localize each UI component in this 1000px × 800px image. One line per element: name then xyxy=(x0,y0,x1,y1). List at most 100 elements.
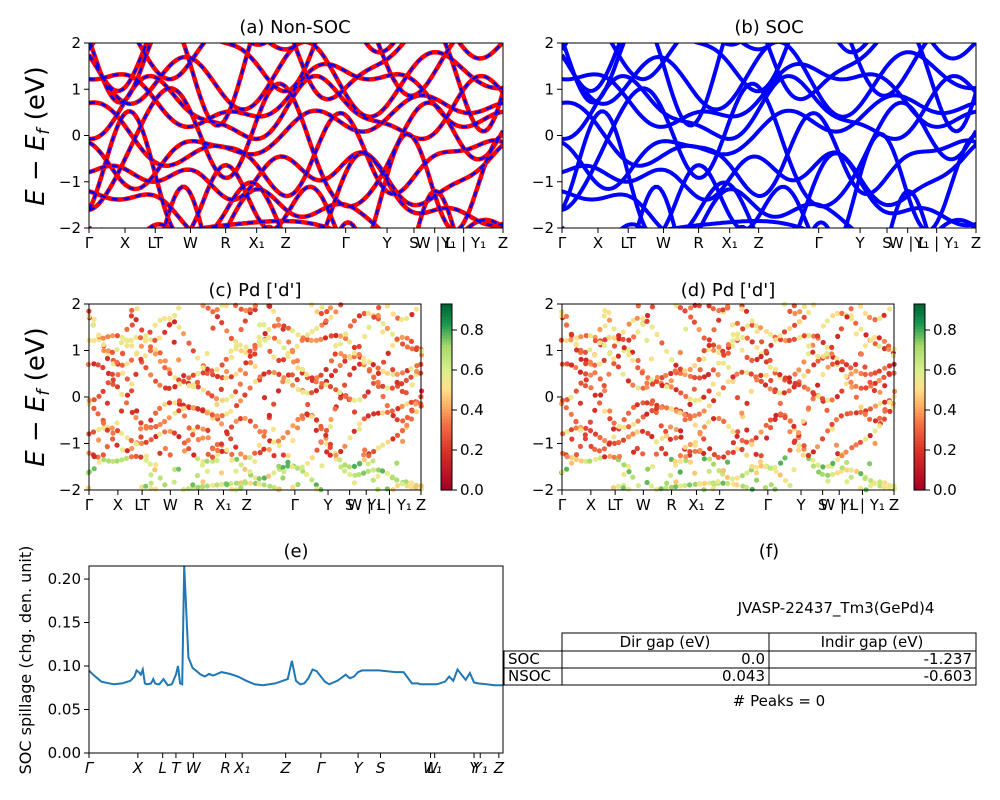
projection-point xyxy=(162,329,168,335)
projection-point xyxy=(881,312,887,318)
xtick-label: Y₁ xyxy=(473,759,488,777)
projection-point xyxy=(337,341,343,347)
projection-point xyxy=(171,339,177,345)
projection-point xyxy=(209,368,215,374)
projection-point xyxy=(200,387,206,393)
projection-point xyxy=(365,413,371,419)
projection-point xyxy=(172,375,178,381)
projection-point xyxy=(582,436,589,442)
projection-point xyxy=(810,390,816,396)
projection-point xyxy=(242,454,248,460)
projection-point xyxy=(204,483,210,489)
projection-point xyxy=(573,419,579,425)
colorbar-segment xyxy=(914,409,925,414)
projection-point xyxy=(124,392,131,398)
projection-point xyxy=(289,328,295,334)
projection-point xyxy=(801,333,807,339)
projection-point xyxy=(275,316,281,322)
colorbar-segment xyxy=(441,443,452,448)
projection-point xyxy=(881,416,888,422)
projection-point xyxy=(200,370,206,376)
projection-point xyxy=(611,434,617,440)
projection-point xyxy=(224,482,230,488)
projection-point xyxy=(419,388,425,394)
projection-point xyxy=(726,423,732,430)
projection-point xyxy=(762,485,769,491)
projection-point xyxy=(720,385,726,391)
projection-point xyxy=(118,408,125,414)
projection-point xyxy=(644,380,650,386)
projection-point xyxy=(390,436,396,442)
projection-point xyxy=(96,332,102,338)
projection-point xyxy=(190,432,196,438)
colorbar-segment xyxy=(441,328,452,333)
projection-point xyxy=(773,468,779,474)
projection-point xyxy=(172,384,178,390)
projection-point xyxy=(266,447,272,453)
projection-point xyxy=(644,479,650,486)
projection-point xyxy=(371,374,377,380)
projection-point xyxy=(218,470,225,476)
panel-f-title: (f) xyxy=(759,541,779,562)
band-line xyxy=(89,187,503,228)
projection-point xyxy=(380,393,386,400)
projection-point xyxy=(815,462,821,468)
projection-point xyxy=(754,477,760,483)
projection-point xyxy=(811,333,817,339)
projection-point xyxy=(654,374,661,380)
projection-point xyxy=(620,329,626,335)
projection-point xyxy=(630,317,636,323)
colorbar-segment xyxy=(441,366,452,370)
projection-point xyxy=(801,314,807,320)
projection-point xyxy=(238,398,244,404)
projection-point xyxy=(730,374,736,380)
projection-point xyxy=(739,347,745,353)
projection-point xyxy=(664,405,670,411)
projection-point xyxy=(191,452,197,458)
projection-point xyxy=(558,337,565,343)
projection-point xyxy=(413,346,419,352)
projection-point xyxy=(219,481,225,487)
projection-point xyxy=(882,408,888,414)
projection-point xyxy=(744,400,750,406)
projection-point xyxy=(830,313,836,319)
projection-point xyxy=(257,322,263,328)
panel-f: (f) JVASP-22437_Tm3(GePd)4 Dir gap (eV) … xyxy=(503,541,977,710)
colorbar-segment xyxy=(914,381,925,386)
colorbar-segment xyxy=(914,322,925,327)
projection-point xyxy=(413,484,419,490)
projection-point xyxy=(682,308,688,314)
projection-point xyxy=(687,396,693,402)
ytick-label: −1 xyxy=(59,173,81,191)
projection-point xyxy=(725,350,731,356)
xtick-label: X₁ xyxy=(249,234,265,252)
projection-point xyxy=(777,472,783,478)
projection-point xyxy=(337,457,343,463)
colorbar-segment xyxy=(441,406,452,410)
projection-point xyxy=(166,385,172,391)
projection-point xyxy=(796,319,803,325)
projection-point xyxy=(649,433,655,440)
projection-point xyxy=(233,480,239,486)
projection-point xyxy=(295,386,301,393)
projection-point xyxy=(105,348,111,354)
projection-point xyxy=(219,448,225,454)
projection-point xyxy=(90,322,96,328)
colorbar-segment xyxy=(441,486,452,491)
projection-point xyxy=(650,398,656,404)
projection-point xyxy=(252,342,258,348)
projection-point xyxy=(238,462,244,468)
projection-point xyxy=(409,346,415,352)
ytick-label: −2 xyxy=(59,219,81,237)
projection-point xyxy=(214,457,220,463)
projection-point xyxy=(247,480,254,486)
projection-point xyxy=(314,309,320,315)
xtick-label: S xyxy=(818,496,828,514)
projection-point xyxy=(715,479,721,485)
projection-point xyxy=(626,424,632,430)
projection-point xyxy=(677,483,684,489)
xtick-label: X xyxy=(593,234,603,252)
colorbar-segment xyxy=(914,366,925,370)
projection-point xyxy=(825,463,831,469)
projection-point xyxy=(110,458,116,464)
